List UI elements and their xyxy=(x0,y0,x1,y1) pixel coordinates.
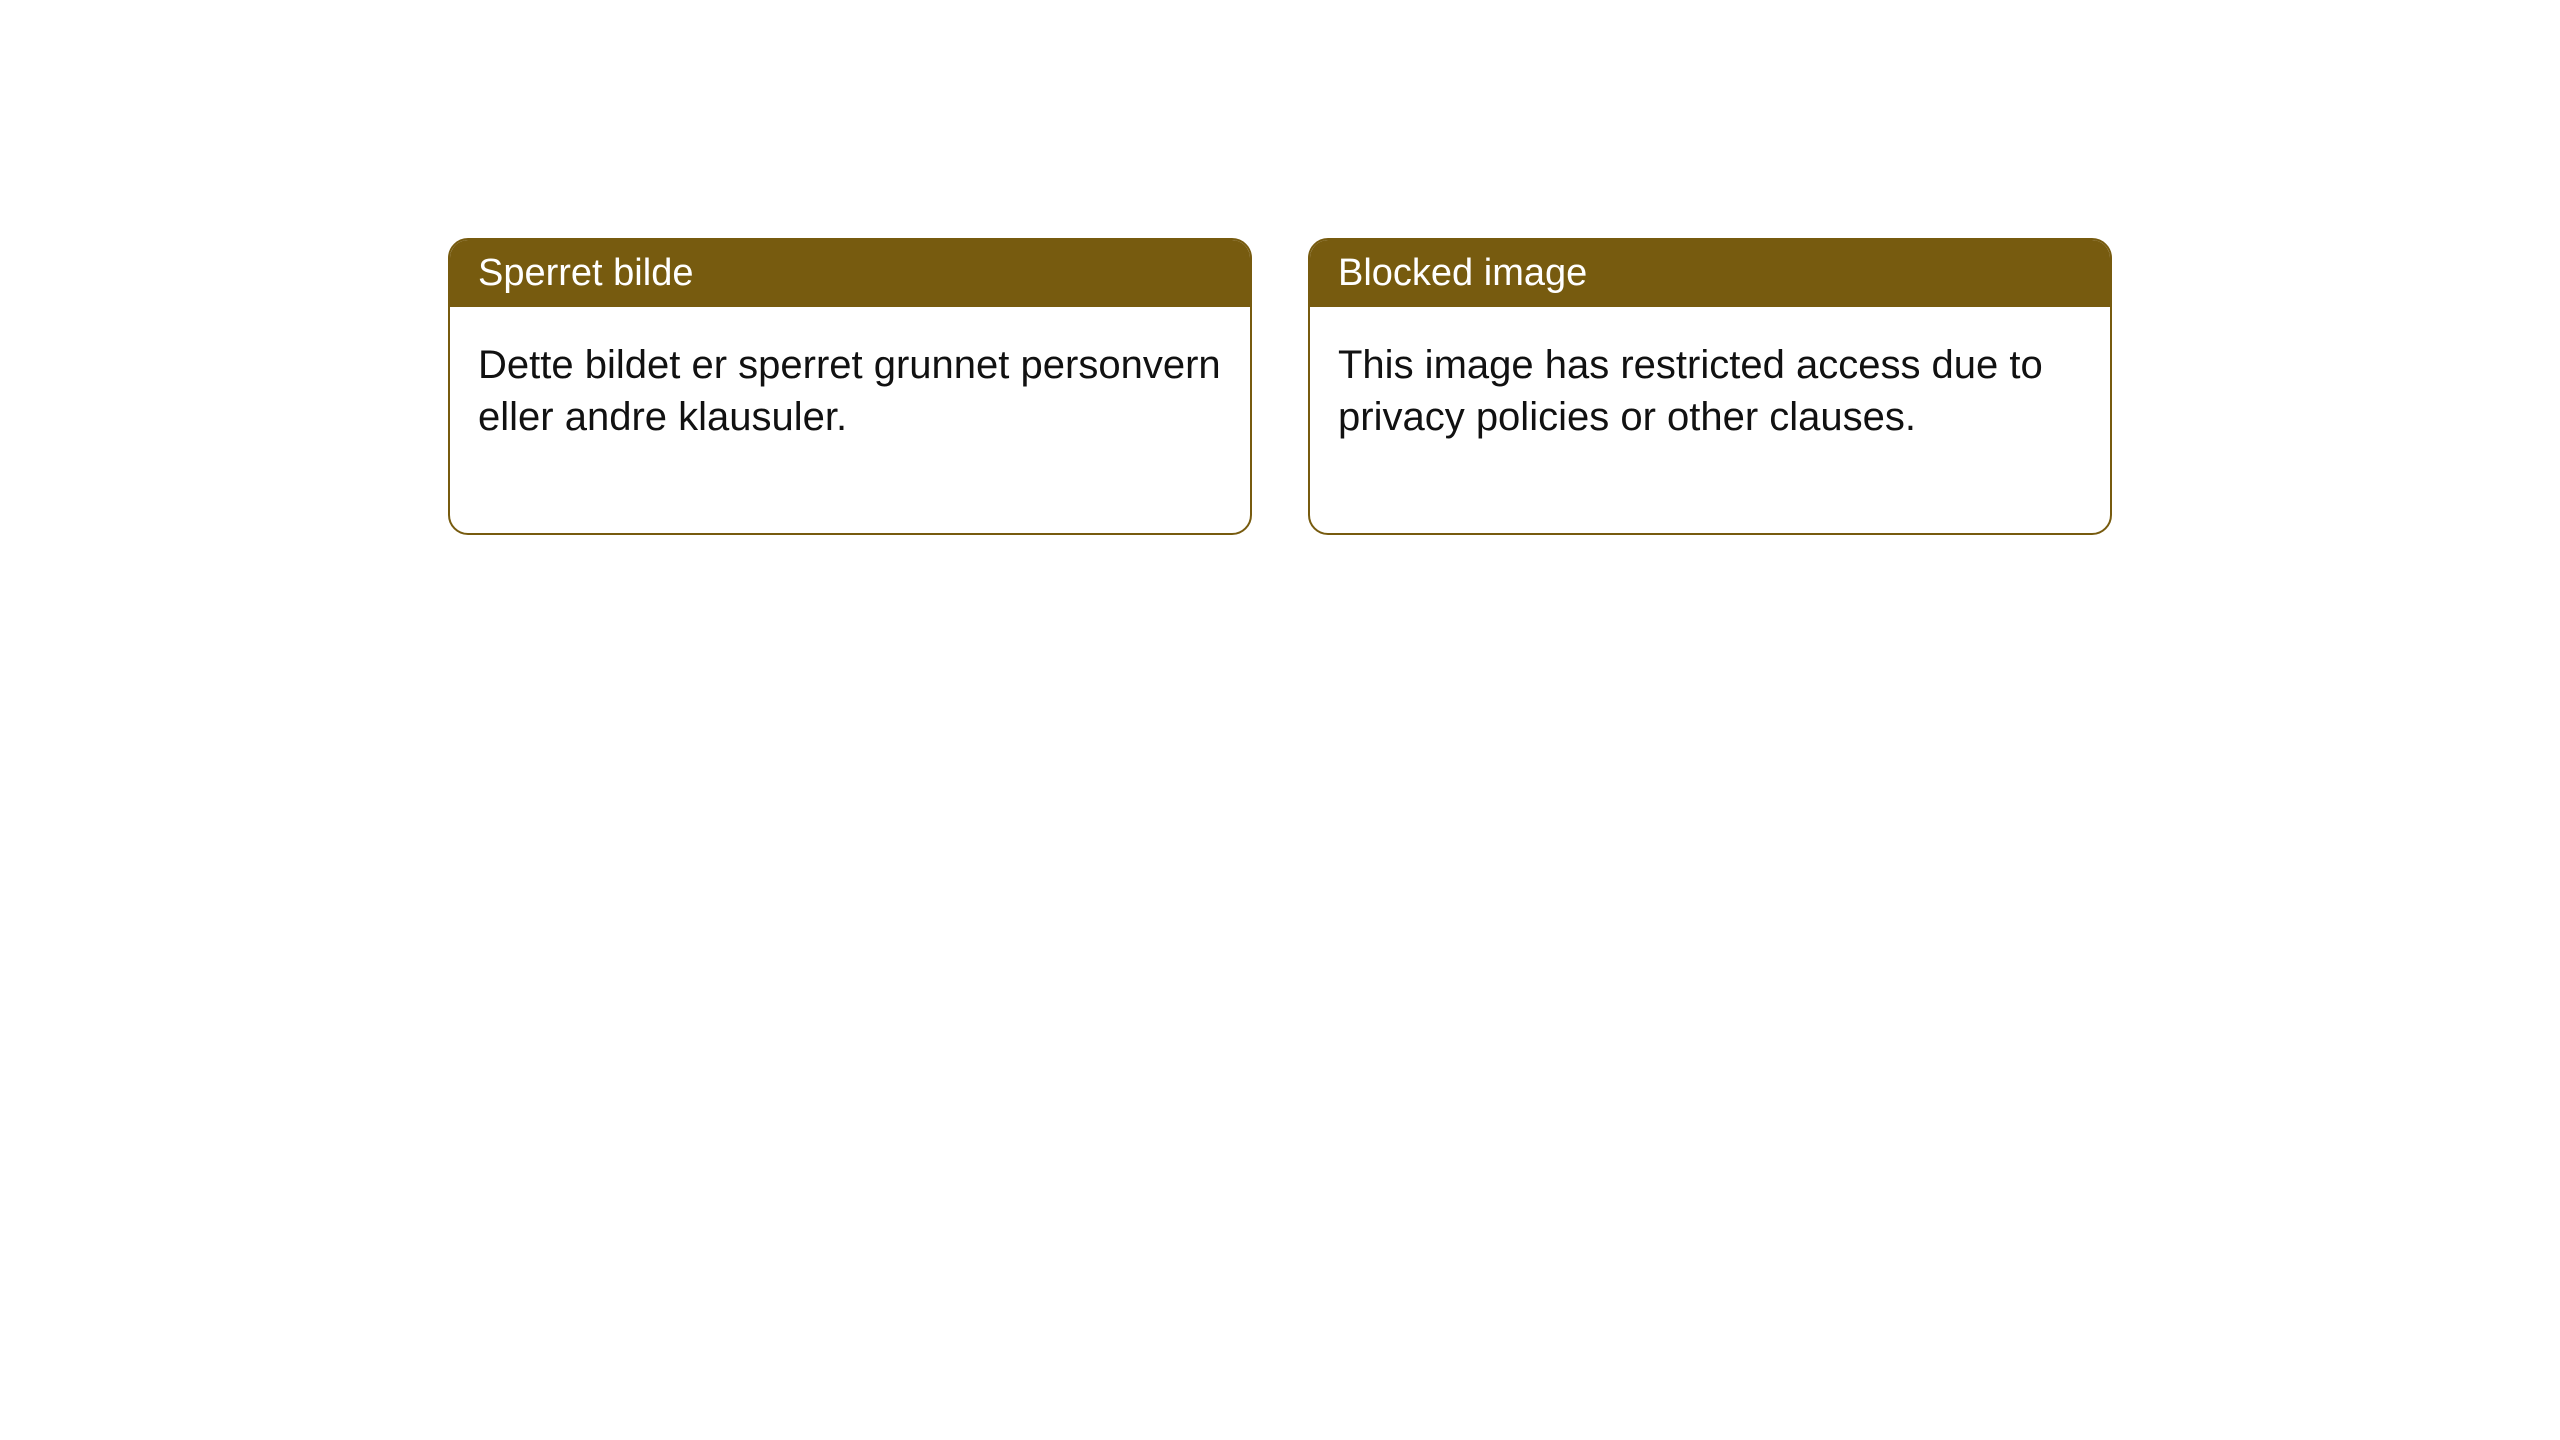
notice-card-title: Sperret bilde xyxy=(450,240,1250,307)
notice-card-english: Blocked image This image has restricted … xyxy=(1308,238,2112,535)
notice-card-title: Blocked image xyxy=(1310,240,2110,307)
notice-card-body: Dette bildet er sperret grunnet personve… xyxy=(450,307,1250,533)
notice-card-norwegian: Sperret bilde Dette bildet er sperret gr… xyxy=(448,238,1252,535)
notice-container: Sperret bilde Dette bildet er sperret gr… xyxy=(0,0,2560,535)
notice-card-body: This image has restricted access due to … xyxy=(1310,307,2110,533)
